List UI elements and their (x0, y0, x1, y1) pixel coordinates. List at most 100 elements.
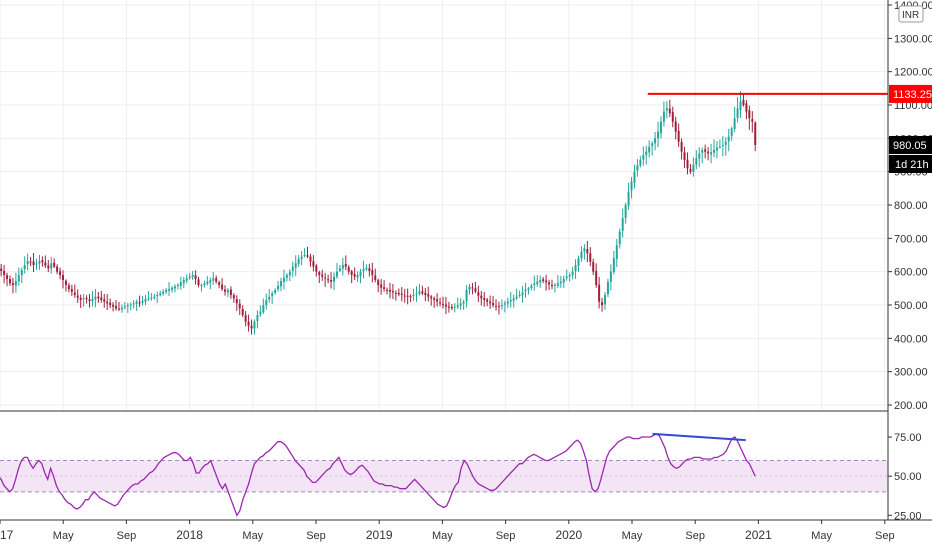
candle-body (277, 285, 280, 290)
candles (0, 91, 757, 335)
candle-body (341, 265, 344, 269)
candle-body (365, 267, 368, 270)
candle-body (335, 271, 338, 277)
price-axis[interactable]: 200.00 300.00 400.00 500.00 600.00 700.00 800.… (887, 0, 932, 550)
candle-body (515, 296, 518, 299)
candle-body (241, 308, 244, 315)
candle-body (453, 306, 456, 308)
candle-body (636, 165, 639, 171)
candle-body (285, 275, 288, 278)
candle-body (518, 295, 521, 296)
candle-body (315, 265, 318, 272)
candle-body (226, 290, 229, 293)
candle-body (733, 118, 736, 129)
candle-body (444, 304, 447, 307)
time-tick-label: May (811, 530, 832, 542)
price-tick-label: 1300.00 (894, 33, 932, 45)
candle-body (433, 298, 436, 300)
candle-body (421, 291, 424, 294)
candle-body (85, 297, 88, 299)
candle-body (344, 263, 347, 267)
candle-body (6, 275, 9, 279)
candle-body (53, 262, 56, 267)
candle-body (170, 287, 173, 290)
candle-body (427, 294, 430, 297)
resistance-price-label: 1133.25 (893, 89, 932, 101)
candle-body (362, 269, 365, 272)
candle-body (294, 263, 297, 268)
candle-body (648, 146, 651, 153)
candle-body (468, 286, 471, 290)
candle-body (727, 136, 730, 142)
candle-body (524, 290, 527, 292)
time-tick-label: Sep (496, 530, 516, 542)
divergence-line[interactable] (652, 432, 746, 442)
currency-badge[interactable] (898, 5, 924, 23)
candle-body (713, 150, 716, 153)
candle-body (545, 280, 548, 283)
candle-body (250, 325, 253, 329)
candle-body (303, 255, 306, 256)
candle-body (701, 150, 704, 153)
candle-body (221, 284, 224, 289)
candle-body (412, 295, 415, 297)
time-axis[interactable]: 2017 May Sep 2018 May Sep 2019 May Sep 2020 May Sep… (0, 519, 932, 542)
price-tick-label: 800.00 (894, 200, 928, 212)
candle-body (548, 282, 551, 285)
candle-body (29, 261, 32, 263)
candle-body (397, 292, 400, 295)
candle-body (609, 271, 612, 282)
countdown-tag (889, 154, 932, 173)
candle-body (680, 142, 683, 152)
candle-body (129, 304, 132, 306)
candle-body (657, 131, 660, 139)
candle-body (141, 301, 144, 303)
candle-body (82, 298, 85, 300)
candle-body (736, 108, 739, 118)
price-tick-label: 1100.00 (894, 100, 932, 112)
candle-body (356, 275, 359, 278)
candle-body (659, 121, 662, 134)
price-tick-label: 400.00 (894, 333, 928, 345)
candle-body (539, 280, 542, 283)
candle-body (229, 289, 232, 295)
rsi-tick-label: 50.00 (894, 471, 922, 483)
candle-body (282, 277, 285, 282)
candle-body (41, 260, 44, 263)
candle-body (465, 290, 468, 301)
time-tick-label: 2017 (0, 528, 14, 542)
candle-body (377, 280, 380, 285)
candle-body (173, 286, 176, 289)
candle-body (589, 253, 592, 262)
candle-body (568, 275, 571, 277)
candle-body (698, 153, 701, 159)
time-tick-label: May (53, 530, 74, 542)
candle-body (674, 121, 677, 132)
candle-body (253, 321, 256, 329)
candle-body (624, 205, 627, 219)
time-tick-label: 2020 (555, 528, 582, 542)
candle-body (109, 302, 112, 305)
candle-body (197, 279, 200, 285)
candle-body (330, 280, 333, 282)
candle-body (73, 292, 76, 295)
candle-body (338, 268, 341, 271)
candle-body (612, 258, 615, 273)
candle-body (138, 302, 141, 304)
candle-body (185, 278, 188, 281)
candle-body (462, 301, 465, 304)
candle-body (477, 292, 480, 296)
candle-body (123, 306, 126, 308)
candle-body (527, 288, 530, 291)
candle-body (97, 296, 100, 299)
candle-body (574, 265, 577, 272)
candle-body (409, 296, 412, 298)
candle-body (144, 299, 147, 302)
candle-body (297, 259, 300, 265)
candle-body (512, 298, 515, 301)
candle-body (176, 285, 179, 286)
candle-body (347, 267, 350, 272)
candle-body (671, 112, 674, 122)
candle-body (536, 281, 539, 285)
